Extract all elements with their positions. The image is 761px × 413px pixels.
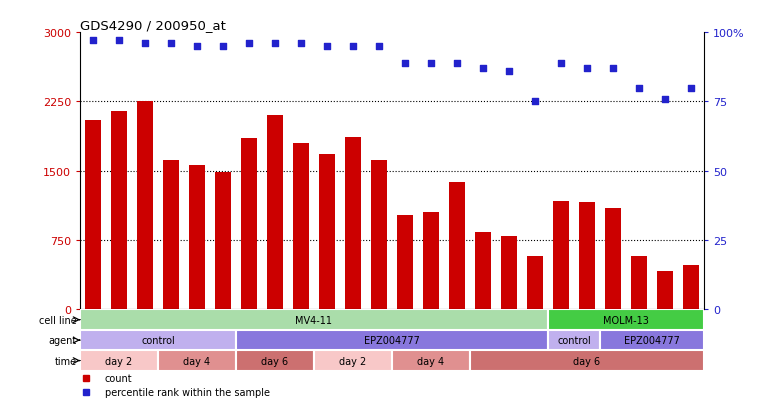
Point xyxy=(451,60,463,67)
Bar xyxy=(111,112,126,310)
Bar xyxy=(683,266,699,310)
Bar xyxy=(475,232,491,310)
Text: percentile rank within the sample: percentile rank within the sample xyxy=(105,387,270,396)
Text: EPZ004777: EPZ004777 xyxy=(364,335,420,345)
Point xyxy=(425,60,437,67)
Text: day 4: day 4 xyxy=(417,356,444,366)
Bar xyxy=(548,330,600,351)
Bar xyxy=(319,155,335,310)
Text: day 2: day 2 xyxy=(339,356,367,366)
Bar xyxy=(397,216,412,310)
Point xyxy=(633,85,645,92)
Bar xyxy=(548,310,704,330)
Bar xyxy=(527,256,543,310)
Point xyxy=(685,85,697,92)
Text: EPZ004777: EPZ004777 xyxy=(624,335,680,345)
Bar xyxy=(631,256,647,310)
Point xyxy=(243,41,255,47)
Point xyxy=(321,43,333,50)
Bar xyxy=(163,160,179,310)
Point xyxy=(607,66,619,72)
Point xyxy=(165,41,177,47)
Bar xyxy=(236,330,548,351)
Text: day 6: day 6 xyxy=(261,356,288,366)
Bar xyxy=(314,351,392,371)
Point xyxy=(659,96,671,103)
Point xyxy=(295,41,307,47)
Point xyxy=(529,99,541,105)
Point xyxy=(373,43,385,50)
Bar xyxy=(658,271,673,310)
Bar xyxy=(345,137,361,310)
Point xyxy=(347,43,359,50)
Text: GDS4290 / 200950_at: GDS4290 / 200950_at xyxy=(80,19,226,32)
Bar xyxy=(392,351,470,371)
Text: count: count xyxy=(105,373,132,383)
Text: cell line: cell line xyxy=(39,315,77,325)
Bar xyxy=(241,139,256,310)
Bar xyxy=(80,330,236,351)
Point xyxy=(217,43,229,50)
Bar xyxy=(215,172,231,310)
Bar xyxy=(371,160,387,310)
Point xyxy=(581,66,593,72)
Text: day 4: day 4 xyxy=(183,356,211,366)
Point xyxy=(269,41,281,47)
Point xyxy=(503,69,515,75)
Bar xyxy=(80,310,548,330)
Bar xyxy=(189,166,205,310)
Bar xyxy=(449,183,465,310)
Text: MV4-11: MV4-11 xyxy=(295,315,333,325)
Text: control: control xyxy=(141,335,175,345)
Bar xyxy=(80,351,158,371)
Bar xyxy=(553,202,568,310)
Bar xyxy=(605,208,621,310)
Bar xyxy=(600,330,704,351)
Point xyxy=(87,38,99,45)
Bar xyxy=(579,203,595,310)
Point xyxy=(399,60,411,67)
Bar xyxy=(423,213,439,310)
Point xyxy=(113,38,125,45)
Bar xyxy=(158,351,236,371)
Point xyxy=(139,41,151,47)
Text: MOLM-13: MOLM-13 xyxy=(603,315,649,325)
Text: agent: agent xyxy=(49,335,77,345)
Bar xyxy=(267,116,283,310)
Point xyxy=(555,60,567,67)
Point xyxy=(477,66,489,72)
Text: day 2: day 2 xyxy=(105,356,132,366)
Text: control: control xyxy=(557,335,591,345)
Text: time: time xyxy=(55,356,77,366)
Text: day 6: day 6 xyxy=(573,356,600,366)
Bar xyxy=(293,144,309,310)
Bar xyxy=(236,351,314,371)
Bar xyxy=(501,236,517,310)
Bar xyxy=(85,121,100,310)
Point xyxy=(191,43,203,50)
Bar xyxy=(470,351,704,371)
Bar xyxy=(137,102,153,310)
